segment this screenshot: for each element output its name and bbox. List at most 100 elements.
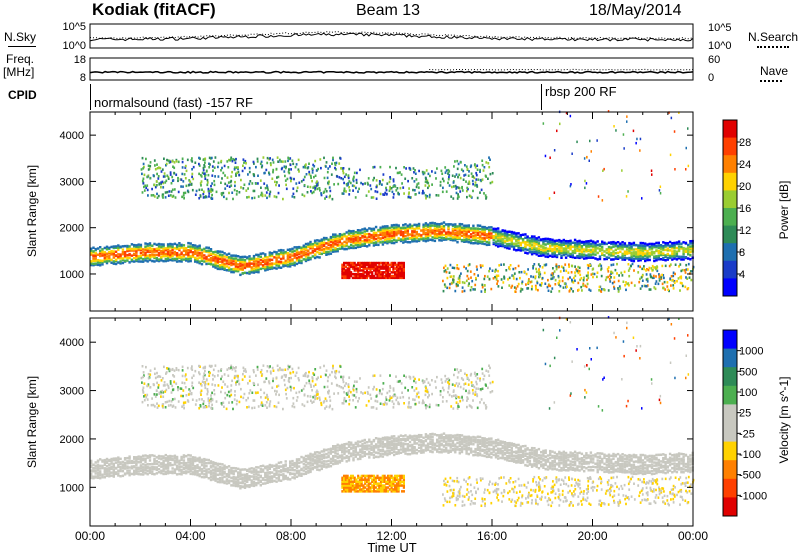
data-cell — [535, 237, 538, 240]
data-cell — [449, 232, 452, 236]
data-cell — [173, 253, 177, 256]
data-cell — [512, 245, 516, 249]
data-cell — [392, 178, 395, 181]
data-cell — [164, 247, 167, 250]
data-cell — [503, 240, 507, 243]
data-cell — [386, 230, 389, 233]
data-cell — [359, 457, 362, 461]
data-cell — [572, 290, 574, 293]
data-cell — [200, 180, 203, 183]
data-cell — [126, 462, 129, 465]
data-cell — [298, 259, 301, 262]
data-cell — [447, 230, 450, 234]
data-cell — [403, 166, 405, 169]
data-cell — [420, 435, 423, 438]
data-cell — [121, 467, 125, 470]
data-cell — [558, 243, 561, 246]
data-cell — [255, 165, 257, 169]
data-cell — [162, 249, 165, 252]
data-cell — [173, 456, 177, 460]
data-cell — [198, 469, 201, 472]
data-cell — [402, 232, 405, 236]
data-cell — [368, 244, 371, 247]
data-cell — [227, 268, 231, 271]
data-cell — [187, 464, 190, 467]
data-cell — [191, 471, 195, 474]
data-cell — [225, 259, 229, 262]
data-cell — [351, 267, 354, 270]
data-cell — [470, 196, 473, 199]
data-cell — [381, 448, 385, 451]
data-cell — [362, 274, 365, 278]
data-cell — [137, 248, 140, 252]
data-cell — [279, 461, 283, 464]
data-cell — [318, 256, 321, 259]
data-cell — [616, 262, 618, 266]
data-cell — [389, 177, 392, 181]
data-cell — [96, 467, 100, 470]
data-cell — [212, 252, 215, 256]
data-cell — [607, 110, 610, 113]
data-cell — [198, 466, 201, 469]
data-cell — [674, 168, 676, 171]
data-cell — [677, 245, 681, 248]
data-cell — [187, 253, 190, 257]
data-cell — [639, 265, 641, 269]
data-cell — [481, 264, 484, 267]
data-cell — [619, 247, 622, 250]
data-cell — [293, 261, 296, 264]
data-cell — [639, 254, 642, 258]
data-cell — [405, 167, 407, 170]
data-cell — [456, 264, 459, 267]
data-cell — [586, 263, 589, 267]
data-cell — [169, 246, 172, 249]
data-cell — [402, 435, 405, 438]
data-cell — [393, 447, 396, 451]
data-cell — [225, 262, 229, 265]
data-cell — [351, 272, 354, 276]
data-cell — [436, 227, 439, 230]
data-cell — [237, 478, 240, 482]
data-cell — [194, 260, 197, 263]
data-cell — [689, 250, 692, 254]
data-cell — [395, 231, 398, 234]
data-cell — [557, 265, 560, 269]
data-cell — [142, 260, 145, 263]
data-cell — [689, 242, 692, 245]
data-cell — [671, 252, 674, 256]
data-cell — [368, 440, 371, 443]
data-cell — [310, 176, 312, 179]
data-cell — [318, 454, 321, 458]
data-cell — [94, 472, 97, 475]
data-cell — [239, 260, 242, 263]
data-cell — [465, 224, 468, 227]
data-cell — [192, 165, 195, 169]
data-cell — [498, 264, 501, 267]
data-cell — [378, 274, 381, 278]
data-cell — [448, 173, 451, 177]
data-cell — [689, 248, 692, 251]
data-cell — [352, 241, 355, 245]
data-cell — [510, 239, 513, 242]
data-cell — [223, 464, 226, 467]
data-cell — [218, 479, 222, 482]
data-cell — [135, 464, 138, 467]
data-cell — [385, 188, 388, 192]
data-cell — [639, 149, 641, 152]
data-cell — [689, 254, 692, 257]
data-cell — [164, 472, 167, 476]
data-cell — [657, 256, 660, 260]
data-cell — [540, 284, 543, 287]
data-cell — [291, 476, 294, 479]
data-cell — [402, 241, 405, 244]
data-cell — [415, 438, 418, 441]
data-cell — [630, 264, 632, 268]
data-cell — [568, 265, 570, 268]
data-cell — [637, 246, 640, 249]
data-cell — [408, 225, 412, 229]
data-cell — [562, 249, 565, 252]
data-cell — [559, 270, 562, 273]
data-cell — [650, 244, 654, 247]
data-cell — [332, 238, 335, 242]
